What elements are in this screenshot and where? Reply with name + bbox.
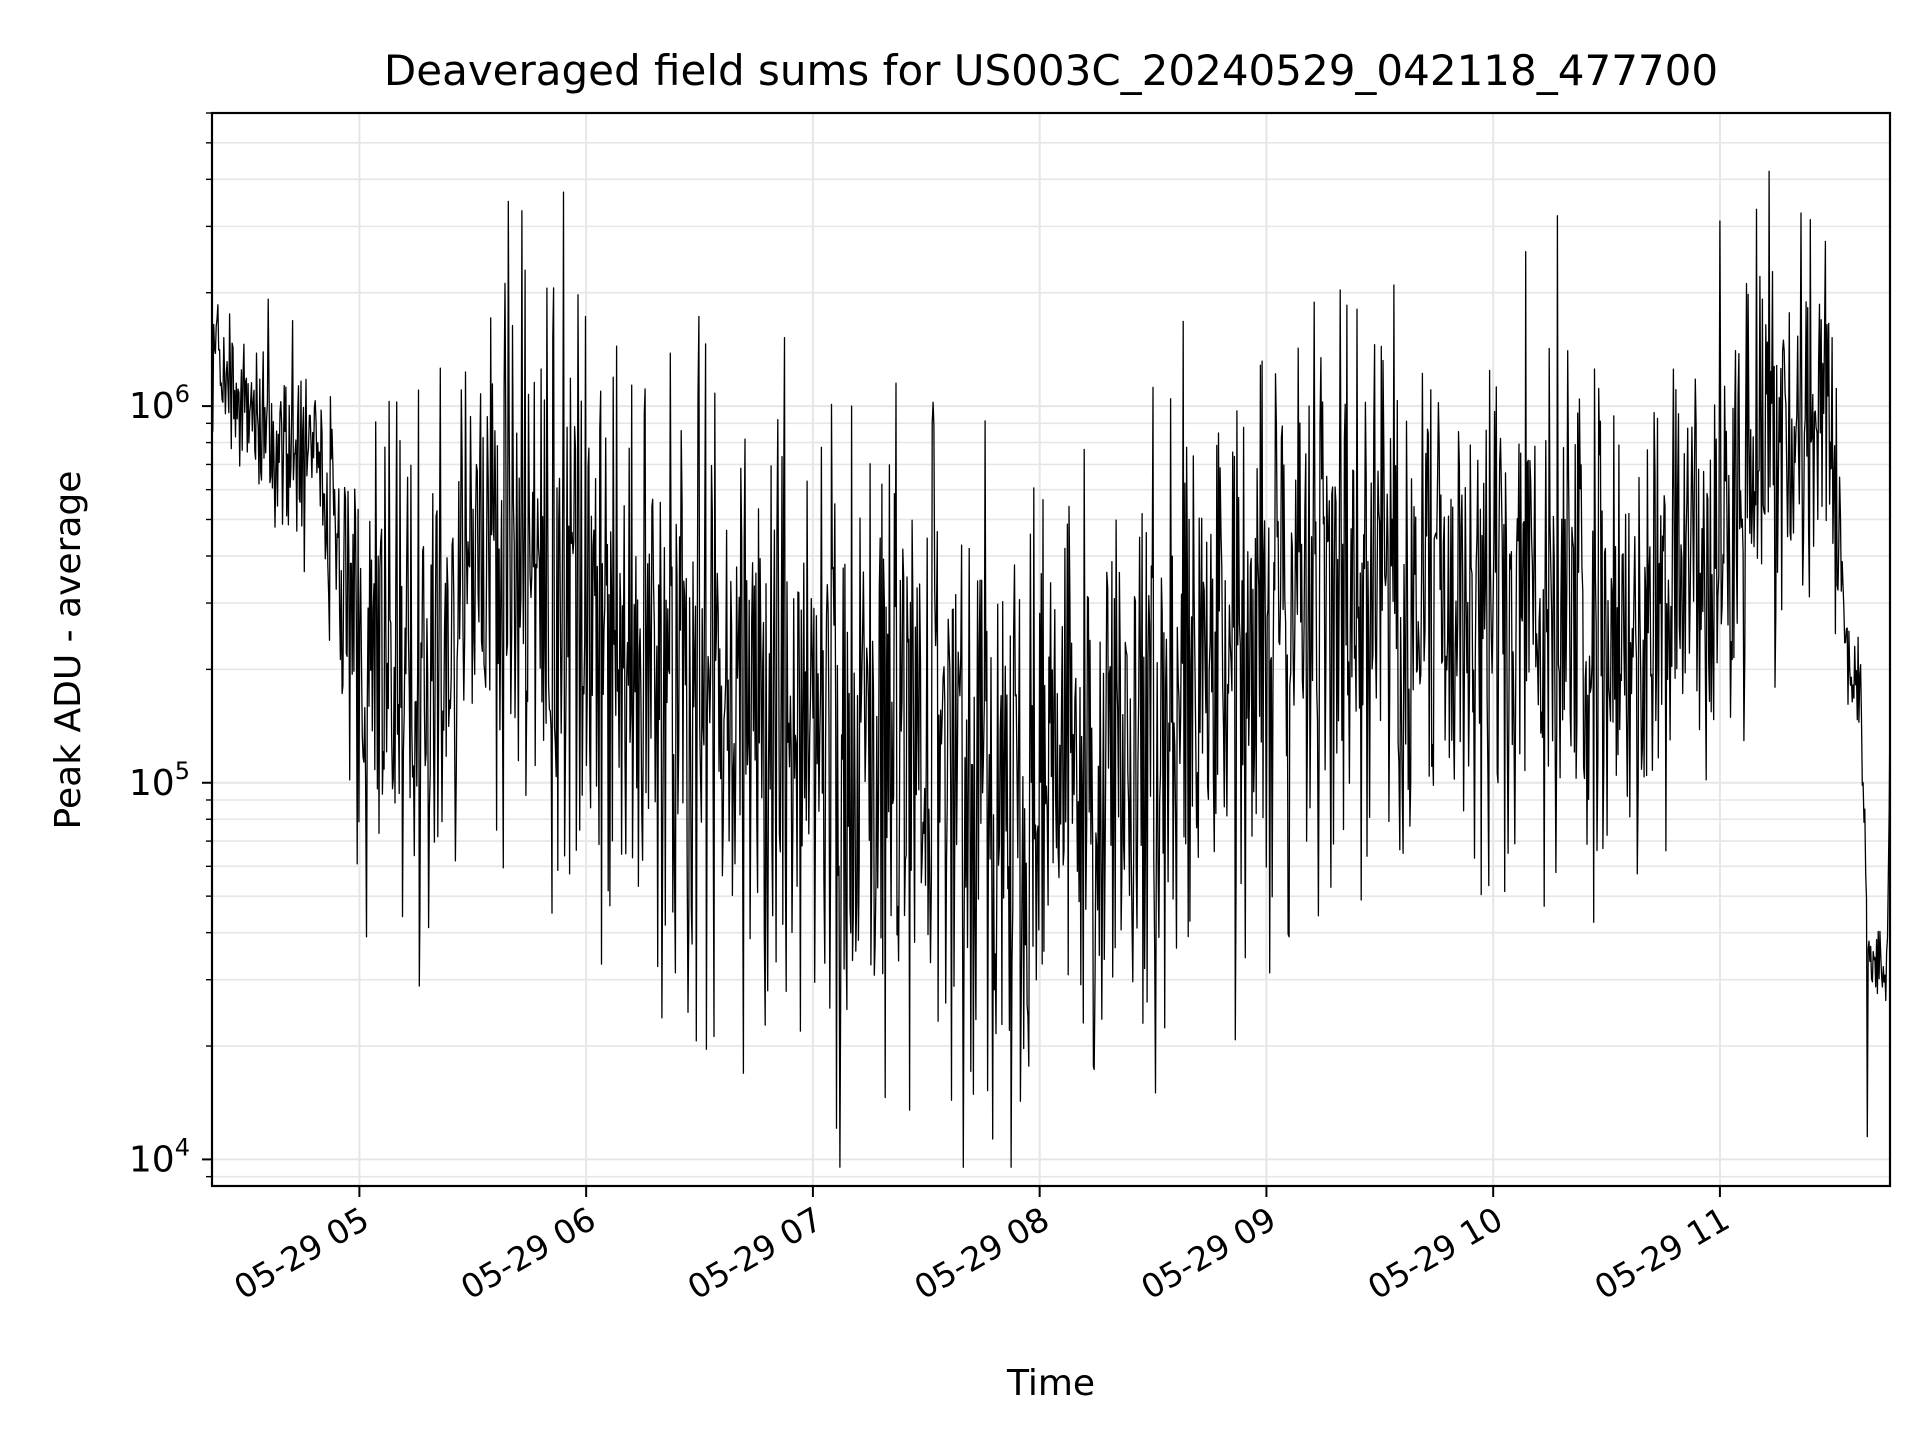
x-axis-label: Time (1006, 1363, 1095, 1404)
axes-frame (210, 111, 1892, 1188)
y-tick-label: 104 (129, 1133, 190, 1180)
y-tick-label: 105 (129, 757, 190, 804)
y-axis-label: Peak ADU - average (48, 471, 89, 830)
y-tick-label: 106 (129, 380, 190, 427)
data-layer (211, 170, 1891, 1168)
chart-title: Deaveraged field sums for US003C_2024052… (384, 46, 1718, 95)
series-line (211, 170, 1891, 1168)
